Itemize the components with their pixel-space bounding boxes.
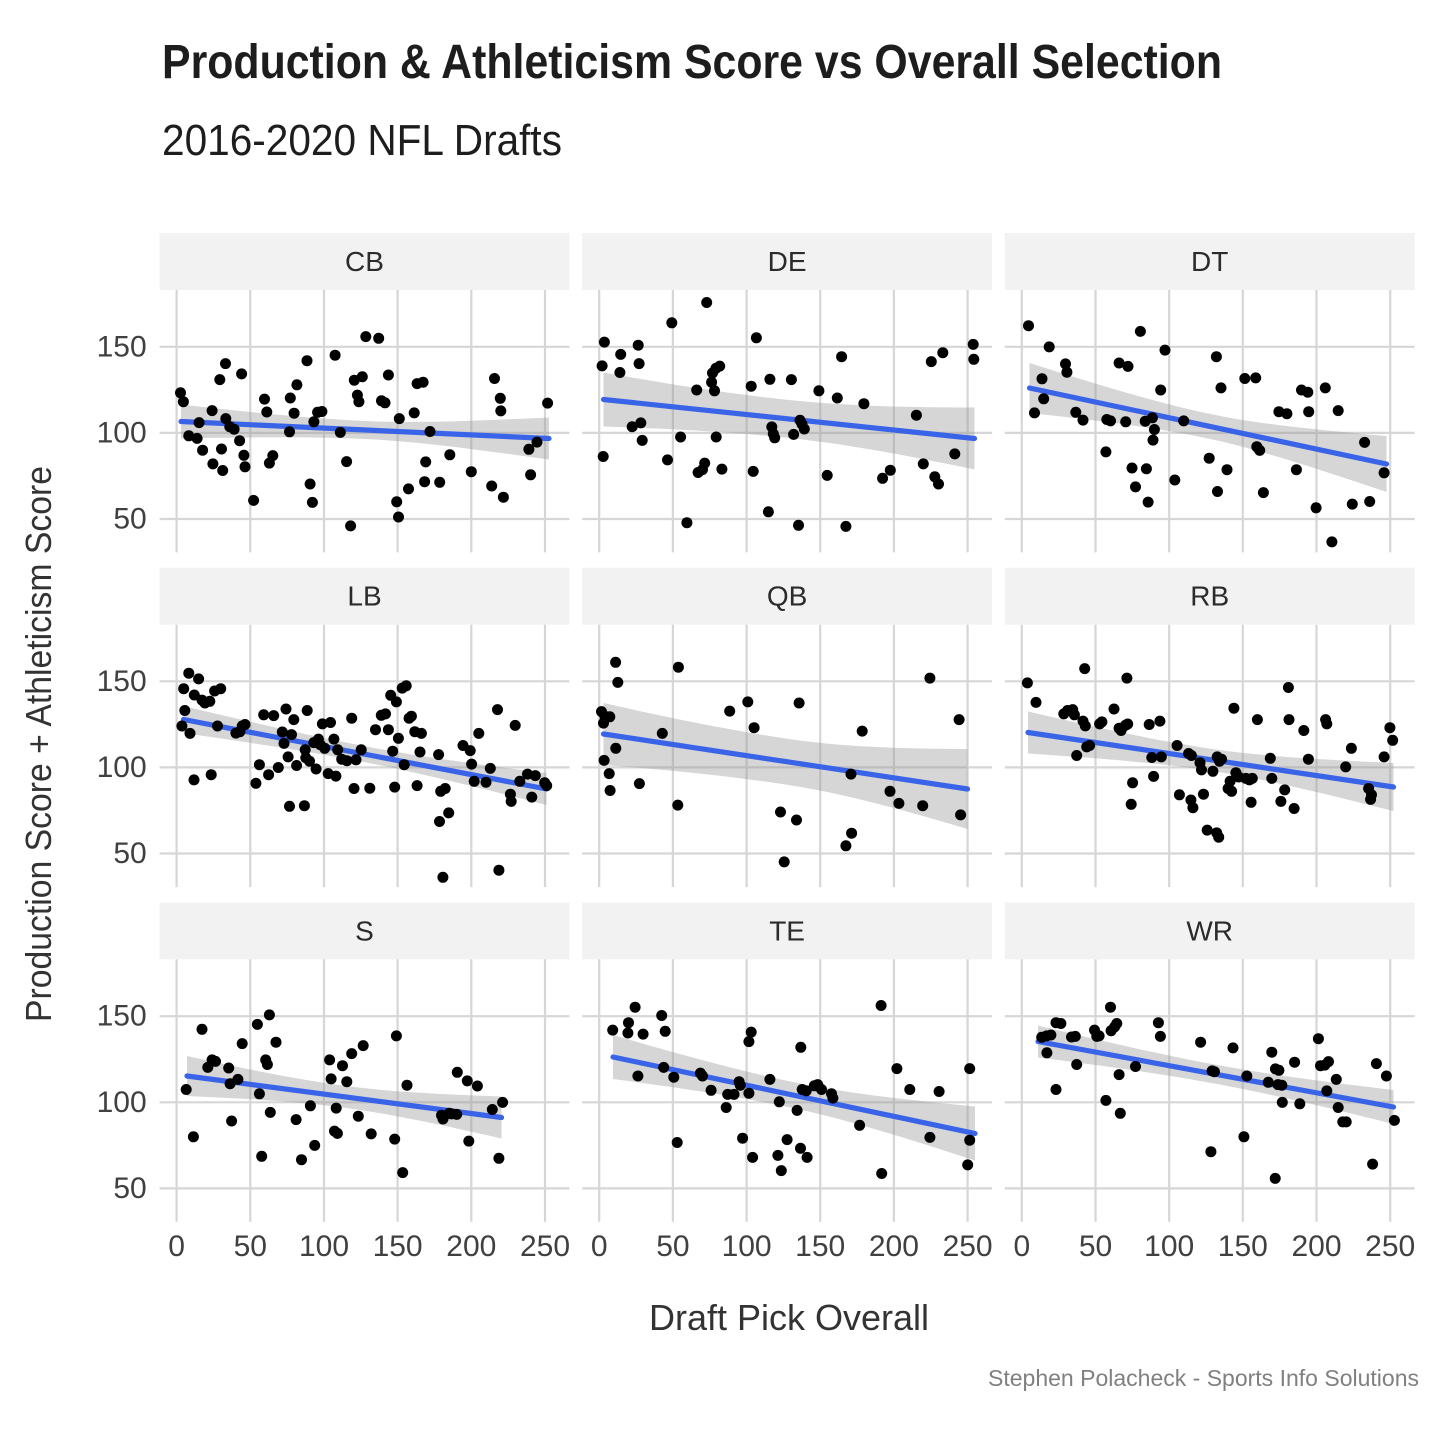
svg-text:WR: WR [1186, 915, 1233, 946]
svg-text:150: 150 [97, 330, 147, 363]
svg-text:100: 100 [97, 751, 147, 784]
svg-text:100: 100 [97, 416, 147, 449]
svg-text:Production & Athleticism Score: Production & Athleticism Score vs Overal… [162, 36, 1222, 89]
svg-text:50: 50 [113, 1172, 146, 1205]
svg-text:150: 150 [97, 665, 147, 698]
svg-text:200: 200 [446, 1230, 496, 1263]
svg-text:LB: LB [347, 581, 381, 612]
svg-text:50: 50 [113, 503, 146, 536]
svg-text:RB: RB [1190, 581, 1229, 612]
svg-text:0: 0 [1013, 1230, 1030, 1263]
svg-text:50: 50 [656, 1230, 689, 1263]
svg-text:0: 0 [168, 1230, 185, 1263]
svg-text:250: 250 [520, 1230, 570, 1263]
svg-text:QB: QB [767, 581, 807, 612]
svg-text:DT: DT [1191, 246, 1228, 277]
svg-text:Production Score + Athleticism: Production Score + Athleticism Score [18, 466, 59, 1022]
svg-text:Stephen Polacheck - Sports Inf: Stephen Polacheck - Sports Info Solution… [988, 1365, 1419, 1391]
svg-text:200: 200 [869, 1230, 919, 1263]
svg-text:2016-2020 NFL Drafts: 2016-2020 NFL Drafts [162, 116, 562, 165]
svg-text:250: 250 [1365, 1230, 1415, 1263]
svg-text:50: 50 [1079, 1230, 1112, 1263]
svg-text:100: 100 [1144, 1230, 1194, 1263]
svg-text:Draft Pick Overall: Draft Pick Overall [649, 1297, 929, 1338]
svg-text:DE: DE [768, 246, 807, 277]
svg-text:100: 100 [722, 1230, 772, 1263]
svg-text:TE: TE [769, 915, 805, 946]
svg-text:100: 100 [299, 1230, 349, 1263]
svg-text:S: S [355, 915, 374, 946]
svg-text:50: 50 [234, 1230, 267, 1263]
svg-text:0: 0 [591, 1230, 608, 1263]
svg-text:150: 150 [1218, 1230, 1268, 1263]
svg-text:250: 250 [943, 1230, 993, 1263]
svg-text:150: 150 [97, 1000, 147, 1033]
svg-text:50: 50 [113, 837, 146, 870]
svg-text:150: 150 [373, 1230, 423, 1263]
svg-text:100: 100 [97, 1086, 147, 1119]
svg-text:150: 150 [795, 1230, 845, 1263]
svg-text:200: 200 [1291, 1230, 1341, 1263]
svg-text:CB: CB [345, 246, 384, 277]
